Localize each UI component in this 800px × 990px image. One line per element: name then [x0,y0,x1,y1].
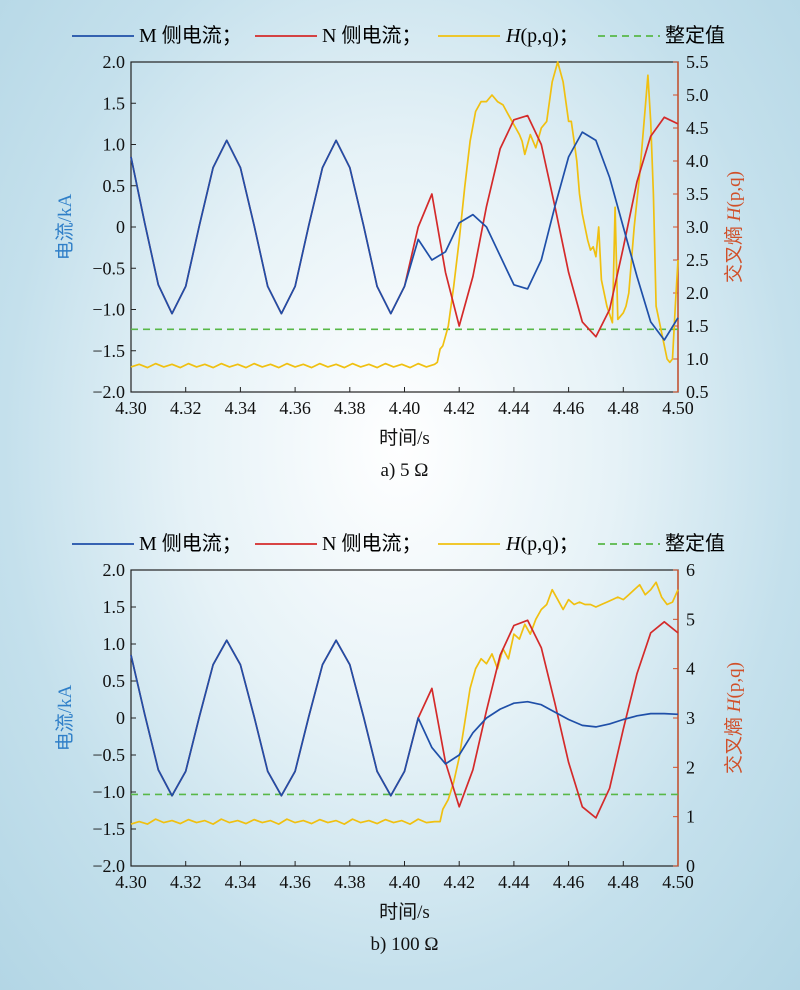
series-entropy-h [130,581,679,825]
x-tick-label: 4.46 [553,872,585,892]
y-left-axis-title: 电流/kA [54,684,76,751]
y-right-axis-title: 交叉熵 H(p,q) [723,662,745,774]
chart-caption: b) 100 Ω [371,934,439,955]
x-tick-label: 4.44 [498,872,530,892]
x-tick-label: 4.32 [170,872,202,892]
y-right-tick-label: 5.0 [686,85,709,105]
legend-b-n-label: N 侧电流； [322,532,421,555]
x-tick-label: 4.44 [498,398,530,418]
y-left-tick-label: −2.0 [92,382,125,402]
y-left-tick-label: 1.5 [103,597,126,617]
x-tick-label: 4.46 [553,398,585,418]
y-right-tick-label: 3.0 [686,217,709,237]
y-right-tick-label: 1 [686,807,695,827]
y-left-tick-label: 2.0 [103,52,126,72]
x-tick-label: 4.40 [389,872,421,892]
x-tick-label: 4.30 [115,872,147,892]
y-right-tick-label: 4.0 [686,151,709,171]
legend-b: M 侧电流； N 侧电流； H(p,q)； 整定值 [72,532,725,555]
x-tick-label: 4.32 [170,398,202,418]
chart-b: 4.30 4.32 4.34 4.36 4.38 4.40 4.42 4.44 4.46 4.48… [54,560,745,955]
y-left-tick-label: −1.0 [92,300,125,320]
plot-frame [130,61,679,393]
y-right-tick-label: 4 [686,659,695,679]
x-tick-label: 4.36 [279,398,311,418]
legend-a-m-label: M 侧电流； [139,24,242,47]
y-left-tick-label: 2.0 [103,560,126,580]
y-right-tick-label: 1.0 [686,349,709,369]
x-tick-label: 4.36 [279,872,311,892]
x-tick-label: 4.38 [334,872,366,892]
x-tick-label: 4.50 [662,398,694,418]
legend-a-set-label: 整定值 [665,24,725,47]
y-left-tick-label: −0.5 [92,258,125,278]
y-left-tick-label: 0 [116,708,125,728]
y-right-tick-label: 6 [686,560,695,580]
x-tick-label: 4.48 [608,398,640,418]
y-right-tick-label: 3.5 [686,184,709,204]
y-left-tick-label: −0.5 [92,745,125,765]
y-left-tick-label: 0 [116,217,125,237]
y-right-tick-label: 0.5 [686,382,709,402]
x-tick-label: 4.48 [608,872,640,892]
y-left-tick-label: −1.5 [92,341,125,361]
chart-caption: a) 5 Ω [381,460,429,481]
x-tick-label: 4.30 [115,398,147,418]
series-n-current [130,114,679,338]
chart-a: 4.30 4.32 4.34 4.36 4.38 4.40 4.42 4.44 4.46 4.48… [54,52,745,481]
legend-b-m-label: M 侧电流； [139,532,242,555]
x-tick-label: 4.38 [334,398,366,418]
y-left-tick-label: 1.0 [103,634,126,654]
x-tick-label: 4.34 [225,872,257,892]
x-axis-title: 时间/s [379,427,430,449]
y-left-tick-label: −2.0 [92,856,125,876]
legend-a-n-label: N 侧电流； [322,24,421,47]
x-axis-title: 时间/s [379,901,430,923]
y-right-tick-label: 2.5 [686,250,709,270]
series-entropy-h [130,61,679,369]
x-tick-label: 4.40 [389,398,421,418]
legend-b-set-label: 整定值 [665,532,725,555]
y-left-axis-title: 电流/kA [54,193,76,260]
x-tick-label: 4.42 [443,872,475,892]
series-n-current [130,619,679,819]
x-tick-label: 4.34 [225,398,257,418]
y-right-tick-label: 4.5 [686,118,709,138]
y-left-tick-label: 0.5 [103,176,126,196]
y-right-tick-label: 5.5 [686,52,709,72]
series-m-current [130,639,679,797]
y-right-tick-label: 1.5 [686,316,709,336]
y-left-tick-label: 1.5 [103,93,126,113]
y-left-tick-label: −1.0 [92,782,125,802]
y-left-tick-label: 0.5 [103,671,126,691]
x-tick-label: 4.42 [443,398,475,418]
legend-a-h-label: H(p,q)； [505,25,579,47]
legend-b-h-label: H(p,q)； [505,533,579,555]
y-right-axis-title: 交叉熵 H(p,q) [723,171,745,283]
y-right-tick-label: 3 [686,708,695,728]
y-right-tick-label: 0 [686,856,695,876]
legend-a: M 侧电流； N 侧电流； H(p,q)； 整定值 [72,24,725,47]
series-m-current [130,131,679,341]
y-left-tick-label: −1.5 [92,819,125,839]
y-right-tick-label: 2 [686,757,695,777]
y-right-tick-label: 2.0 [686,283,709,303]
y-left-tick-label: 1.0 [103,135,126,155]
y-right-tick-label: 5 [686,609,695,629]
x-tick-label: 4.50 [662,872,694,892]
